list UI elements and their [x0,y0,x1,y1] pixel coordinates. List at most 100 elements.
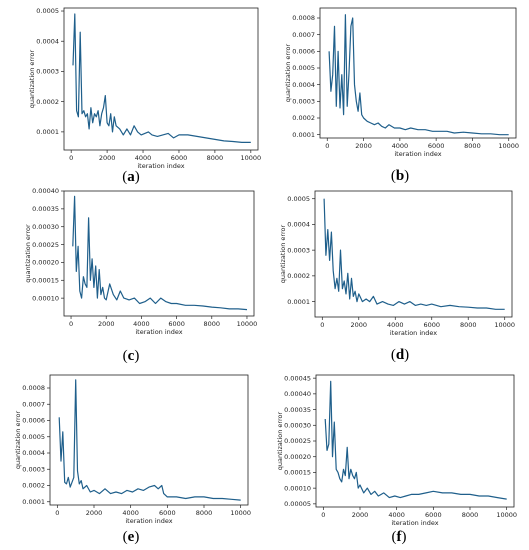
x-tick-label: 8000 [204,320,221,328]
y-tick-label: 0.0004 [287,221,310,229]
x-tick-label: 0 [69,154,73,162]
chart-panel-c: 0 2000 4000 6000 8000 10000 0.00010 0.00015 0.00… [24,187,257,364]
x-tick-label: 6000 [428,142,445,150]
y-tick-label: 0.00040 [284,390,311,398]
plot-frame [314,190,513,318]
x-tick-label: 2000 [98,320,115,328]
y-axis-label: quantization error [24,224,32,283]
y-axis-label: quantization error [284,44,292,103]
chart-panel-d: 0 2000 4000 6000 8000 10000 0.0001 0.0002 0.0003… [279,190,515,363]
y-tick-label: 0.00035 [284,406,311,414]
y-tick-label: 0.0001 [287,298,310,306]
y-tick-label: 0.0002 [292,114,315,122]
x-axis-label: iteration index [394,150,441,158]
x-tick-label: 4000 [133,320,150,328]
y-tick-label: 0.00040 [32,187,59,195]
x-axis-label: iteration index [391,519,438,527]
x-tick-label: 6000 [168,320,185,328]
x-axis-label: iteration index [137,162,184,170]
x-tick-label: 2000 [99,154,116,162]
y-tick-label: 0.00020 [32,259,59,267]
x-tick-label: 4000 [388,511,405,519]
x-tick-label: 0 [55,509,59,517]
panel-caption: (b) [391,168,409,184]
y-axis-label: quantization error [279,225,287,284]
y-tick-label: 0.0002 [287,272,310,280]
y-tick-label: 0.00015 [32,276,59,284]
y-tick-label: 0.0003 [36,68,59,76]
x-tick-label: 2000 [352,511,369,519]
series-line [328,14,509,136]
panel-caption: (c) [123,348,140,364]
x-tick-label: 6000 [159,509,176,517]
x-tick-label: 8000 [207,154,224,162]
x-tick-label: 8000 [460,321,477,329]
x-axis-label: iteration index [390,329,437,337]
x-tick-label: 2000 [355,142,372,150]
y-tick-label: 0.0008 [22,384,45,392]
x-tick-label: 8000 [462,511,479,519]
x-tick-label: 4000 [387,321,404,329]
series-line [324,380,507,500]
x-tick-label: 8000 [196,509,213,517]
x-tick-label: 10000 [496,511,517,519]
x-tick-label: 6000 [171,154,188,162]
y-tick-label: 0.00005 [284,500,311,508]
y-axis-label: quantization error [14,411,22,470]
x-tick-label: 10000 [240,154,261,162]
y-tick-label: 0.00045 [284,374,311,382]
series-line [72,13,251,143]
x-axis-label: iteration index [125,517,172,525]
series-line [72,195,248,311]
y-tick-label: 0.00015 [284,469,311,477]
y-axis-label: quantization error [276,412,284,471]
plot-frame [63,7,259,151]
chart-panel-a: 0 2000 4000 6000 8000 10000 0.0001 0.0002 0.0003… [28,7,261,185]
y-tick-label: 0.0004 [36,37,59,45]
y-tick-label: 0.0003 [287,246,310,254]
x-tick-label: 6000 [423,321,440,329]
y-tick-label: 0.00020 [284,453,311,461]
y-tick-label: 0.0007 [292,31,315,39]
x-tick-label: 0 [321,511,325,519]
series-line [323,198,505,310]
x-tick-label: 0 [69,320,73,328]
y-tick-label: 0.0006 [292,48,315,56]
y-tick-label: 0.0006 [22,417,45,425]
x-tick-label: 8000 [464,142,481,150]
y-axis-label: quantization error [28,50,36,109]
y-tick-label: 0.0005 [292,64,315,72]
y-tick-label: 0.0003 [22,465,45,473]
y-tick-label: 0.00010 [32,294,59,302]
x-tick-label: 6000 [425,511,442,519]
x-tick-label: 10000 [498,142,519,150]
x-tick-label: 10000 [494,321,515,329]
x-tick-label: 4000 [135,154,152,162]
y-tick-label: 0.00030 [284,421,311,429]
x-tick-label: 10000 [237,320,258,328]
y-tick-label: 0.00035 [32,205,59,213]
y-tick-label: 0.0005 [36,7,59,15]
y-tick-label: 0.0004 [292,81,315,89]
x-axis-label: iteration index [135,328,182,336]
y-tick-label: 0.00025 [284,437,311,445]
y-tick-label: 0.00010 [284,484,311,492]
panel-caption: (a) [122,169,140,185]
y-tick-label: 0.00030 [32,223,59,231]
chart-panel-e: 0 2000 4000 6000 8000 10000 0.0001 0.0002 0.0003… [14,374,251,545]
y-tick-label: 0.0001 [36,128,59,136]
x-tick-label: 4000 [392,142,409,150]
chart-panel-f: 0 2000 4000 6000 8000 10000 0.00005 0.00010 0.00… [276,374,517,545]
plot-frame [63,190,255,317]
y-tick-label: 0.0007 [22,400,45,408]
y-tick-label: 0.00025 [32,241,59,249]
y-tick-label: 0.0003 [292,98,315,106]
y-tick-label: 0.0002 [36,98,59,106]
x-tick-label: 10000 [230,509,251,517]
series-line [58,379,241,501]
x-tick-label: 0 [320,321,324,329]
y-tick-label: 0.0004 [22,449,45,457]
plot-frame [49,374,249,506]
plot-frame [319,7,517,139]
